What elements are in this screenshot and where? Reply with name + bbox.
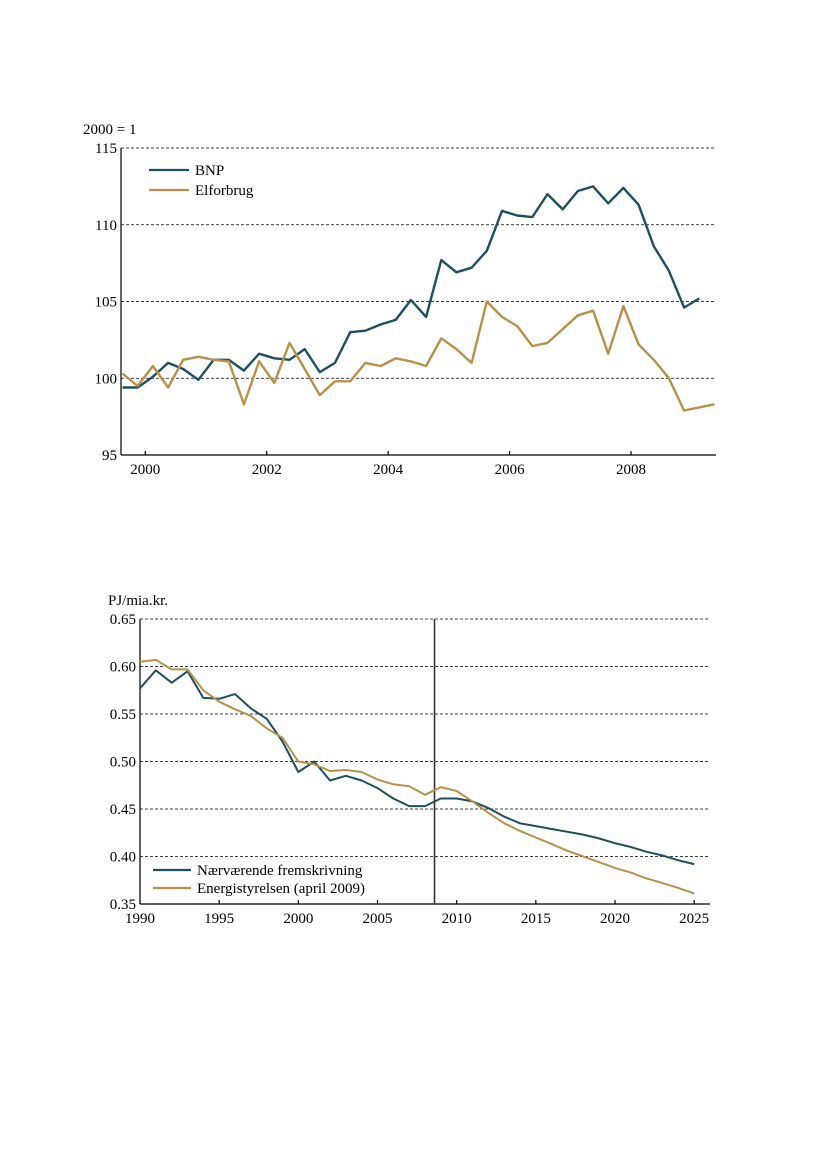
- c1-series-elforbrug: [121, 300, 715, 412]
- c1-xtick-label: 2006: [495, 462, 526, 478]
- c2-xtick-label: 2010: [442, 911, 472, 927]
- c2-xtick-label: 2025: [679, 911, 709, 927]
- c2-ytick-label: 0.55: [110, 707, 136, 723]
- chart2-legend-label-energistyrelsen: Energistyrelsen (april 2009): [197, 881, 365, 897]
- c2-xtick-label: 2000: [283, 911, 313, 927]
- chart1-unit-label: 2000 = 1: [83, 122, 136, 138]
- c2-xtick-label: 1995: [204, 911, 234, 927]
- c1-ytick-label: 115: [95, 141, 117, 157]
- c2-ytick-label: 0.65: [110, 612, 136, 628]
- chart1-legend-label-elforbrug: Elforbrug: [195, 183, 254, 199]
- chart1-legend-label-bnp: BNP: [195, 163, 224, 179]
- c2-ytick-label: 0.60: [110, 660, 136, 676]
- chart2-legend-label-naervaerende: Nærværende fremskrivning: [197, 863, 363, 879]
- c2-xtick-label: 1990: [125, 911, 155, 927]
- chart2-unit-label: PJ/mia.kr.: [108, 593, 168, 609]
- c1-ytick-label: 95: [102, 448, 117, 464]
- chart-bnp-elforbrug: 2000 = 1 95 100 105 110 115 2000 2002 2004 2006…: [83, 122, 716, 478]
- c1-xtick-label: 2008: [616, 462, 646, 478]
- c2-xtick-label: 2020: [600, 911, 630, 927]
- chart2-legend: Nærværende fremskrivning Energistyrelsen…: [153, 863, 365, 897]
- c2-xtick-label: 2005: [363, 911, 393, 927]
- c2-series-energistyrelsen-april-2009: [139, 658, 695, 895]
- c2-ytick-label: 0.40: [110, 850, 136, 866]
- chart1-legend: BNP Elforbrug: [149, 163, 254, 199]
- c1-xtick-label: 2000: [130, 462, 160, 478]
- c1-ytick-label: 105: [95, 295, 118, 311]
- c1-ytick-label: 110: [95, 218, 117, 234]
- c2-series-n-rv-rende-fremskrivning: [139, 669, 695, 866]
- c1-ytick-label: 100: [95, 371, 118, 387]
- c2-ytick-label: 0.45: [110, 802, 136, 818]
- c2-xtick-label: 2015: [521, 911, 551, 927]
- c2-ytick-label: 0.50: [110, 755, 136, 771]
- c2-ytick-label: 0.35: [110, 897, 136, 913]
- c1-xtick-label: 2002: [252, 462, 282, 478]
- c1-xtick-label: 2004: [373, 462, 404, 478]
